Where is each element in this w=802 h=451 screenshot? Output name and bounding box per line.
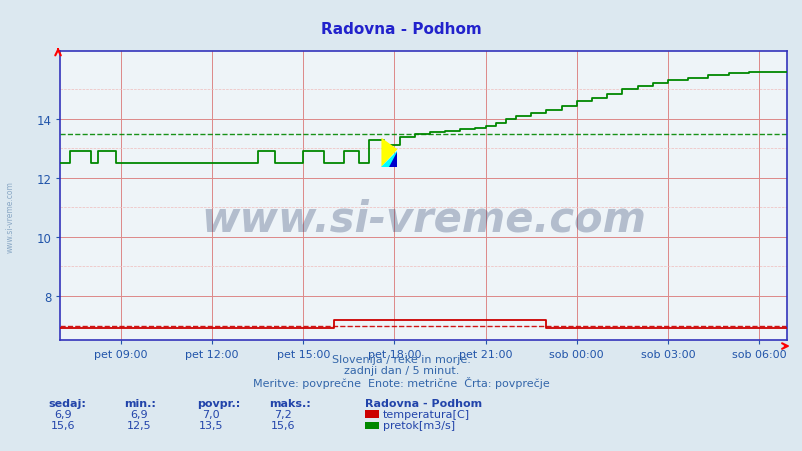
Polygon shape xyxy=(381,152,397,167)
Text: 6,9: 6,9 xyxy=(54,409,71,419)
Text: pretok[m3/s]: pretok[m3/s] xyxy=(383,420,455,430)
Text: www.si-vreme.com: www.si-vreme.com xyxy=(200,198,646,240)
Text: www.si-vreme.com: www.si-vreme.com xyxy=(6,180,15,253)
Text: 15,6: 15,6 xyxy=(271,420,295,430)
Text: Meritve: povprečne  Enote: metrične  Črta: povprečje: Meritve: povprečne Enote: metrične Črta:… xyxy=(253,377,549,389)
Text: povpr.:: povpr.: xyxy=(196,398,240,408)
Text: 12,5: 12,5 xyxy=(127,420,151,430)
Text: 15,6: 15,6 xyxy=(51,420,75,430)
Text: 13,5: 13,5 xyxy=(199,420,223,430)
Text: maks.:: maks.: xyxy=(269,398,310,408)
Text: Slovenija / reke in morje.: Slovenija / reke in morje. xyxy=(332,354,470,364)
Text: 6,9: 6,9 xyxy=(130,409,148,419)
Polygon shape xyxy=(381,138,397,167)
Text: Radovna - Podhom: Radovna - Podhom xyxy=(365,398,482,408)
Text: Radovna - Podhom: Radovna - Podhom xyxy=(321,22,481,37)
Text: zadnji dan / 5 minut.: zadnji dan / 5 minut. xyxy=(343,365,459,375)
Text: 7,0: 7,0 xyxy=(202,409,220,419)
Text: 7,2: 7,2 xyxy=(274,409,292,419)
Text: min.:: min.: xyxy=(124,398,156,408)
Text: sedaj:: sedaj: xyxy=(48,398,86,408)
Text: temperatura[C]: temperatura[C] xyxy=(383,409,469,419)
Polygon shape xyxy=(388,153,397,167)
